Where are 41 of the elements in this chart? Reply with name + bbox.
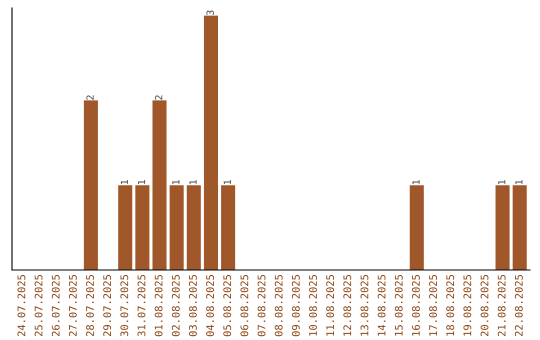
x-tick-label: 11.08.2025 [326,275,334,336]
data-label: 3 [206,10,214,15]
data-label: 1 [412,180,420,184]
x-tick-label: 21.08.2025 [498,275,506,336]
x-tick-label: 10.08.2025 [309,275,317,336]
data-label: 1 [172,180,180,184]
x-tick-label: 04.08.2025 [206,275,214,336]
x-tick-label: 02.08.2025 [172,275,180,336]
x-tick-label: 16.08.2025 [412,275,420,336]
data-label: 2 [86,95,94,100]
data-label: 1 [515,180,522,184]
x-tick-label: 15.08.2025 [394,275,403,336]
data-label: 1 [189,180,197,184]
x-tick-label: 03.08.2025 [188,275,197,336]
x-tick-label: 28.07.2025 [86,275,94,336]
data-label: 1 [138,180,146,184]
x-tick-label: 13.08.2025 [360,275,368,336]
x-tick-label: 01.08.2025 [154,275,163,336]
x-tick-label: 06.08.2025 [240,275,248,336]
x-tick-label: 24.07.2025 [17,275,26,336]
x-tick-label: 08.08.2025 [274,275,283,336]
x-tick-label: 14.08.2025 [378,275,386,336]
x-tick-label: 18.08.2025 [446,275,454,336]
x-tick-label: 31.07.2025 [138,275,146,336]
data-label: 1 [224,180,231,184]
x-tick-label: 22.08.2025 [514,275,523,336]
data-label: 1 [498,180,506,184]
x-tick-label: 07.08.2025 [258,275,266,336]
x-tick-label: 05.08.2025 [223,275,232,336]
x-tick-label: 12.08.2025 [343,275,352,336]
data-label: 2 [155,95,162,100]
x-tick-label: 25.07.2025 [34,275,42,336]
x-tick-label: 30.07.2025 [120,275,128,336]
x-tick-label: 26.07.2025 [52,275,60,336]
x-tick-label: 09.08.2025 [292,275,300,336]
x-tick-label: 17.08.2025 [429,275,437,336]
x-tick-label: 29.07.2025 [103,275,112,336]
x-tick-label: 20.08.2025 [480,275,488,336]
x-tick-label: 19.08.2025 [463,275,472,336]
x-tick-label: 27.07.2025 [68,275,77,336]
data-label: 1 [120,180,128,184]
